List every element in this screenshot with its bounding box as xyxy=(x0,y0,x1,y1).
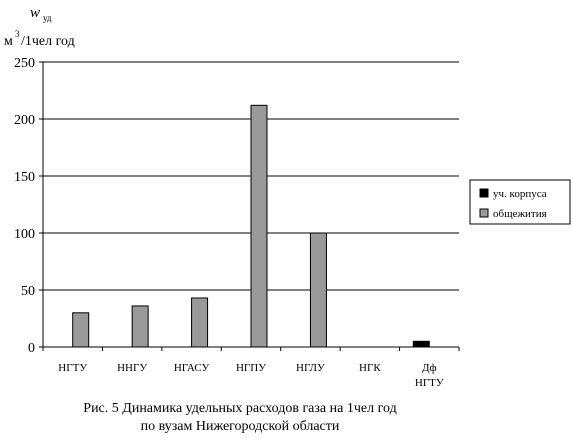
y-tick-label: 250 xyxy=(14,56,35,71)
ylabel-units-prefix: м xyxy=(4,34,13,49)
x-tick-label-line: Дф xyxy=(422,362,437,374)
y-tick-label: 0 xyxy=(28,341,35,356)
x-tick-labels: НГТУ ННГУ НГАСУ НГПУ НГЛУ НГК Дф НГТУ xyxy=(42,347,460,389)
ylabel-units-suffix: /1чел год xyxy=(21,34,75,49)
figure-caption-line-1: Рис. 5 Динамика удельных расходов газа н… xyxy=(83,401,397,416)
x-tick-label: Дф НГТУ xyxy=(415,362,444,389)
bar xyxy=(250,104,268,348)
x-tick-label-line: НГТУ xyxy=(415,377,444,389)
y-tick-label: 200 xyxy=(14,113,35,128)
x-tick-label-line: ННГУ xyxy=(117,362,147,374)
x-tick-label-line: НГТУ xyxy=(58,362,87,374)
x-tick-label-line: НГПУ xyxy=(236,362,266,374)
y-ticks: 0 50 100 150 200 250 xyxy=(14,56,43,356)
x-tick-label: НГК xyxy=(359,362,381,374)
bar-chart: 0 50 100 150 200 250 НГТУ ННГУ НГАСУ НГПУ НГЛУ НГК… xyxy=(4,5,571,389)
x-tick-label-line: НГЛУ xyxy=(296,362,325,374)
ylabel-units-superscript: 3 xyxy=(15,29,20,39)
x-tick-label-line: НГК xyxy=(359,362,381,374)
x-tick-label: НГПУ xyxy=(236,362,266,374)
bar xyxy=(309,232,327,348)
bar xyxy=(191,297,209,348)
plot-area: 0 50 100 150 200 250 НГТУ ННГУ НГАСУ НГПУ НГЛУ НГК… xyxy=(14,56,460,389)
y-tick-label: 150 xyxy=(14,170,35,185)
x-tick-label: НГАСУ xyxy=(174,362,210,374)
ylabel-symbol: w xyxy=(30,5,40,21)
legend-label-obshchezhitiya: общежития xyxy=(493,208,547,220)
bar xyxy=(72,312,90,348)
y-tick-label: 100 xyxy=(14,227,35,242)
legend-label-uch-korpusa: уч. корпуса xyxy=(493,188,547,200)
legend-swatch-uch-korpusa xyxy=(479,188,489,198)
y-tick-label: 50 xyxy=(21,284,35,299)
bar xyxy=(131,305,149,348)
x-tick-label-line: НГАСУ xyxy=(174,362,210,374)
y-axis-title: w уд м 3 /1чел год xyxy=(4,5,75,49)
x-tick-label: ННГУ xyxy=(117,362,147,374)
legend-swatch-obshchezhitiya xyxy=(479,208,489,218)
legend: уч. корпуса общежития xyxy=(469,179,571,225)
x-tick-label: НГТУ xyxy=(58,362,87,374)
bars xyxy=(72,104,430,348)
bar xyxy=(412,340,430,348)
ylabel-subscript: уд xyxy=(43,13,52,23)
x-tick-label: НГЛУ xyxy=(296,362,325,374)
figure-caption-line-2: по вузам Нижегородской области xyxy=(140,419,340,434)
